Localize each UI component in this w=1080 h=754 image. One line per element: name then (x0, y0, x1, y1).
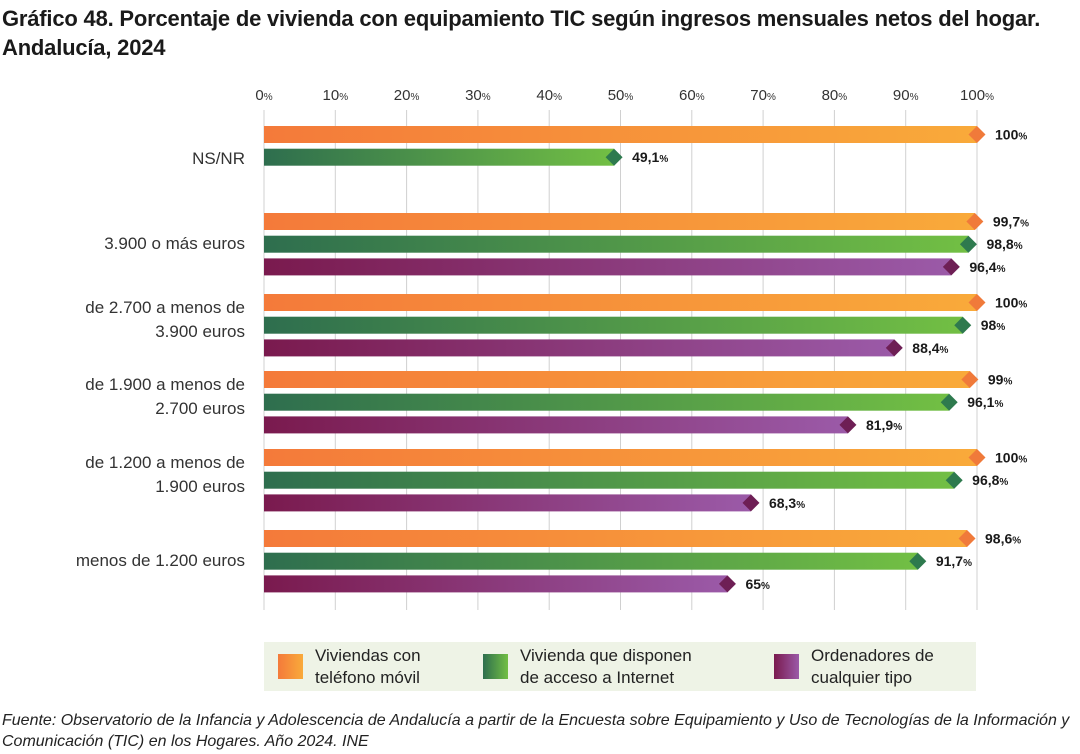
category-label: 3.900 o más euros (104, 234, 245, 253)
legend-label-computers-line1: Ordenadores de (811, 645, 934, 665)
data-label: 99,7% (993, 214, 1029, 230)
bar-tip-marker (961, 371, 979, 388)
data-label: 98,6% (985, 531, 1021, 547)
bar-tip-marker (968, 126, 986, 143)
bar-tip-marker (839, 416, 857, 434)
category-label: NS/NR (192, 149, 245, 168)
bar-orange (264, 530, 968, 547)
data-label: 88,4% (912, 340, 948, 356)
bar-tip-marker (966, 213, 984, 230)
bar-purple (264, 258, 952, 276)
bar-green (264, 552, 918, 570)
bar-tip-marker (940, 393, 958, 411)
x-tick-label: 20% (394, 87, 420, 104)
bar-tip-marker (945, 471, 963, 489)
legend-label-computers-line2: cualquier tipo (811, 667, 913, 687)
bar-orange (264, 126, 977, 143)
bar-tip-marker (942, 258, 960, 276)
legend-label-mobile-line1: Viviendas con (315, 645, 421, 665)
bar-purple (264, 575, 728, 593)
x-tick-label: 40% (536, 87, 562, 104)
legend-swatch-mobile (278, 654, 303, 679)
x-tick-label: 30% (465, 87, 491, 104)
data-label: 68,3% (769, 495, 805, 511)
legend-label-mobile-line2: teléfono móvil (315, 667, 420, 687)
legend-item-computers: Ordenadores de cualquier tipo (774, 642, 934, 691)
category-label: de 1.200 a menos de (85, 453, 245, 472)
category-labels: NS/NR 3.900 o más euros de 2.700 a menos d… (76, 149, 245, 570)
data-label: 99% (988, 372, 1013, 388)
legend: Viviendas con teléfono móvil Vivienda qu… (264, 642, 976, 691)
legend-swatch-internet (483, 654, 508, 679)
bar-green (264, 148, 615, 166)
bar-tip-marker (718, 575, 736, 593)
legend-swatch-computers (774, 654, 799, 679)
x-tick-label: 80% (822, 87, 848, 104)
bar-orange (264, 449, 977, 466)
x-tick-label: 60% (679, 87, 705, 104)
legend-label-internet-line1: Vivienda que disponen (520, 645, 692, 665)
bar-orange (264, 371, 970, 388)
data-label: 96,1% (967, 394, 1003, 410)
bar-chart: 0% 10% 20% 30% 40% 50% 60% 70% 80% 90% 100% 100% 49… (76, 87, 1029, 610)
chart-title: Gráfico 48. Porcentaje de vivienda con e… (2, 6, 1041, 60)
bar-purple (264, 494, 751, 512)
bar-tip-marker (605, 148, 623, 166)
data-label: 49,1% (632, 149, 668, 165)
x-tick-label: 50% (608, 87, 634, 104)
category-label: de 1.900 a menos de (85, 375, 245, 394)
bar-green (264, 316, 963, 334)
source-note: Fuente: Observatorio de la Infancia y Ad… (2, 712, 1070, 750)
category-label: 2.700 euros (155, 399, 245, 418)
gridlines (263, 110, 978, 610)
x-tick-label: 0% (255, 87, 272, 104)
category-label: 1.900 euros (155, 477, 245, 496)
data-label: 98% (981, 317, 1006, 333)
bars: 100% 49,1% 99,7% 98,8% 96,4% 100% 98% 88,4% 99% 9… (264, 126, 1029, 593)
bar-green (264, 471, 955, 489)
data-label: 100% (995, 127, 1027, 143)
x-tick-label: 100% (960, 87, 994, 104)
bar-green (264, 393, 950, 411)
category-label: 3.900 euros (155, 322, 245, 341)
legend-label-internet-line2: de acceso a Internet (520, 667, 675, 687)
bar-tip-marker (968, 294, 986, 311)
x-tick-label: 70% (750, 87, 776, 104)
legend-item-internet: Vivienda que disponen de acceso a Intern… (483, 642, 692, 691)
bar-tip-marker (968, 449, 986, 466)
bar-orange (264, 213, 975, 230)
bar-purple (264, 339, 895, 357)
bar-tip-marker (954, 316, 972, 334)
data-label: 96,4% (969, 259, 1005, 275)
data-label: 91,7% (936, 553, 972, 569)
bar-tip-marker (885, 339, 903, 357)
x-tick-label: 10% (323, 87, 349, 104)
data-label: 98,8% (986, 236, 1022, 252)
data-label: 81,9% (866, 417, 902, 433)
data-label: 96,8% (972, 472, 1008, 488)
bar-green (264, 235, 969, 253)
data-label: 100% (995, 295, 1027, 311)
bar-purple (264, 416, 848, 434)
bar-tip-marker (909, 552, 927, 570)
bar-tip-marker (742, 494, 760, 512)
bar-tip-marker (959, 235, 977, 253)
bar-orange (264, 294, 977, 311)
legend-item-mobile: Viviendas con teléfono móvil (278, 642, 421, 691)
data-label: 65% (745, 576, 770, 592)
category-label: menos de 1.200 euros (76, 551, 245, 570)
bar-tip-marker (958, 530, 976, 547)
x-axis-ticks: 0% 10% 20% 30% 40% 50% 60% 70% 80% 90% 100% (255, 87, 994, 104)
category-label: de 2.700 a menos de (85, 298, 245, 317)
data-label: 100% (995, 450, 1027, 466)
x-tick-label: 90% (893, 87, 919, 104)
